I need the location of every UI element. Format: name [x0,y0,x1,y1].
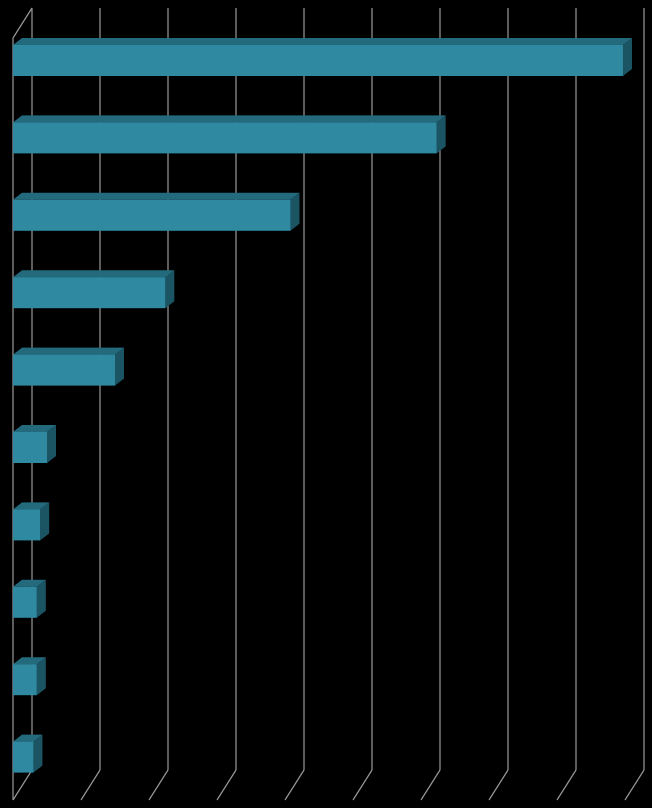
side-wall-top-edge [12,7,33,39]
bar-side-face [33,734,43,773]
bar-top-face [13,115,446,123]
bar-front-face [13,432,47,463]
gridline-floor [216,769,237,801]
bar-top-face [13,502,50,510]
bar-top-face [13,734,43,742]
gridline-floor [420,769,441,801]
bar-side-face [36,579,46,618]
bar-side-face [115,347,124,386]
bar-front-face [13,586,37,618]
bar-front-face [13,122,437,154]
bar [13,347,124,386]
bar-top-face [13,579,46,587]
bar-side-face [165,270,175,309]
bar [13,657,46,696]
bar-side-face [36,657,46,696]
bar-top-face [13,347,124,355]
gridline-floor [80,769,101,801]
bar-front-face [13,199,291,231]
bar-top-face [13,192,300,200]
bar-front-face [13,354,115,386]
bar-top-face [13,270,175,278]
bar-top-face [13,38,632,45]
bar-front-face [13,664,37,696]
gridline-floor [12,769,33,801]
bar [13,192,300,231]
bar-front-face [13,45,623,76]
bar [13,579,46,618]
gridline-floor [352,769,373,801]
bar [13,734,43,773]
bar [13,502,50,541]
gridline-floor [488,769,509,801]
bar-front-face [13,509,41,541]
bar [13,38,632,76]
bar-front-face [13,741,34,773]
bar [13,270,175,309]
gridline-floor [556,769,577,801]
bar-top-face [13,425,56,432]
gridline-floor [624,769,645,801]
bar-side-face [622,38,632,76]
bar-side-face [290,192,300,231]
bar-side-face [40,502,50,541]
bar [13,425,56,463]
gridline-floor [148,769,169,801]
bar-side-face [436,115,446,154]
gridline-floor [284,769,305,801]
bar-top-face [13,657,46,665]
bars [13,38,632,773]
bar-front-face [13,277,166,309]
bar [13,115,446,154]
bar-side-face [47,425,56,463]
